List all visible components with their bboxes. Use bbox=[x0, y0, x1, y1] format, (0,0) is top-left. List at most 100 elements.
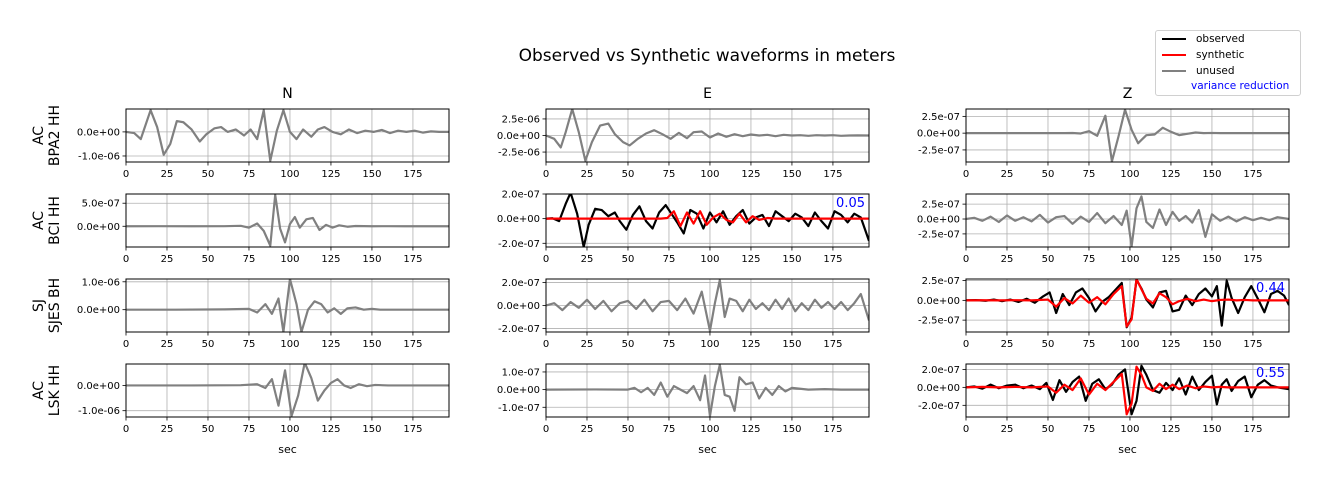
panel-3-n-xtick-label: 50 bbox=[202, 339, 215, 350]
panel-2-n-background bbox=[126, 194, 449, 247]
panel-1-n-xtick-label: 125 bbox=[321, 169, 340, 180]
panel-3-e-series-unused bbox=[546, 279, 869, 332]
panel-4-z-xtick-label: 100 bbox=[1120, 424, 1139, 435]
panel-4-e-series-unused bbox=[546, 364, 869, 417]
panel-4-n-series-group bbox=[126, 364, 449, 417]
panel-3-e-xtick-label: 175 bbox=[823, 339, 842, 350]
panel-2-e-series-group bbox=[546, 194, 869, 247]
panel-3-n-xtick-label: 0 bbox=[123, 339, 129, 350]
panel-2-n-xtick-label: 175 bbox=[403, 254, 422, 265]
panel-2-e-xtick-label: 100 bbox=[700, 254, 719, 265]
panel-3-z-xtick-label: 25 bbox=[1001, 339, 1014, 350]
panel-3-z: 0 25 50 75 100 125 150 175 2.5e-07 0.0e+00 -2.5e-0… bbox=[917, 276, 1290, 350]
panel-2-z-series-group bbox=[966, 195, 1289, 247]
panel-3-z-xtick-label: 100 bbox=[1120, 339, 1139, 350]
panel-1-z-xtick-label: 150 bbox=[1202, 169, 1221, 180]
panel-1-z-xtick-label: 75 bbox=[1083, 169, 1096, 180]
panel-3-z-ytick-label: 2.5e-07 bbox=[922, 276, 960, 287]
panel-1-n-xtick-label: 25 bbox=[161, 169, 174, 180]
panel-4-z-series-observed bbox=[966, 364, 1289, 416]
row-network-label: SJ bbox=[31, 299, 47, 312]
panel-1-n-frame bbox=[125, 108, 450, 163]
row-network-label: AC bbox=[31, 381, 47, 400]
panel-4-z-xtick-label: 50 bbox=[1042, 424, 1055, 435]
panel-1-n: 0 25 50 75 100 125 150 175 0.0e+00 -1.0e-06 bbox=[77, 108, 450, 180]
panel-2-n-series-unused bbox=[126, 194, 449, 247]
panel-4-z-xtick-label: 125 bbox=[1161, 424, 1180, 435]
panel-3-z-series-synthetic bbox=[966, 279, 1289, 328]
row-station-label: BCI HH bbox=[47, 196, 63, 245]
panel-4-e: 0 25 50 75 100 125 150 175 1.0e-07 0.0e+00 -1.0e-0… bbox=[497, 363, 870, 456]
panel-4-e-xtick-label: 25 bbox=[581, 424, 594, 435]
panel-3-e-xtick-label: 50 bbox=[622, 339, 635, 350]
panel-2-e-series-observed bbox=[546, 194, 869, 247]
legend-item-unused: unused bbox=[1162, 64, 1235, 78]
panel-4-n: 0 25 50 75 100 125 150 175 0.0e+00 -1.0e-06 sec bbox=[77, 363, 450, 456]
panel-1-e-xtick-label: 100 bbox=[700, 169, 719, 180]
panel-1-e-ytick-label: 0.0e+00 bbox=[497, 131, 540, 142]
panel-2-z-series-unused bbox=[966, 195, 1289, 247]
panel-2-e-xtick-label: 0 bbox=[543, 254, 549, 265]
panel-4-z-xtick-label: 150 bbox=[1202, 424, 1221, 435]
panel-1-n-ytick-label: -1.0e-06 bbox=[78, 151, 120, 162]
panel-1-e-xtick-label: 125 bbox=[741, 169, 760, 180]
panel-2-z-xtick-label: 100 bbox=[1120, 254, 1139, 265]
panel-4-e-ytick-label: 0.0e+00 bbox=[497, 385, 540, 396]
panel-1-n-xtick-label: 100 bbox=[280, 169, 299, 180]
panel-1-z-xtick-label: 125 bbox=[1161, 169, 1180, 180]
panel-2-e-series-synthetic bbox=[546, 210, 869, 228]
panel-3-e-xtick-label: 0 bbox=[543, 339, 549, 350]
panel-2-e-frame bbox=[545, 193, 870, 248]
panel-3-z-ytick-label: -2.5e-07 bbox=[918, 316, 960, 327]
column-title-e: E bbox=[703, 86, 712, 102]
panel-1-n-xtick-label: 50 bbox=[202, 169, 215, 180]
panel-1-n-xtick-label: 75 bbox=[243, 169, 256, 180]
panel-4-z-series-synthetic bbox=[966, 365, 1289, 416]
row-station-label: SJES BH bbox=[47, 278, 63, 333]
panel-3-n-series-group bbox=[126, 279, 449, 332]
panel-2-z-xtick-label: 75 bbox=[1083, 254, 1096, 265]
panel-4-n-xtick-label: 125 bbox=[321, 424, 340, 435]
panel-2-e-xtick-label: 175 bbox=[823, 254, 842, 265]
row-label-2: AC BCI HH bbox=[31, 196, 63, 245]
panel-3-z-xtick-label: 0 bbox=[963, 339, 969, 350]
panel-2-n-xtick-label: 50 bbox=[202, 254, 215, 265]
panel-2-n-ytick-label: 5.0e-07 bbox=[82, 199, 120, 210]
legend-label-unused: unused bbox=[1196, 65, 1235, 77]
panel-2-n-series-group bbox=[126, 194, 449, 247]
panel-1-z-frame bbox=[965, 108, 1290, 163]
panel-1-z-xtick-label: 100 bbox=[1120, 169, 1139, 180]
panel-3-n-xtick-label: 75 bbox=[243, 339, 256, 350]
panel-3-z-xtick-label: 125 bbox=[1161, 339, 1180, 350]
row-network-label: AC bbox=[31, 211, 47, 230]
figure-title: Observed vs Synthetic waveforms in meter… bbox=[518, 46, 896, 66]
panel-1-e-xtick-label: 50 bbox=[622, 169, 635, 180]
panel-2-n: 0 25 50 75 100 125 150 175 5.0e-07 0.0e+00 bbox=[77, 193, 450, 265]
panel-3-z-variance-reduction: 0.44 bbox=[1256, 281, 1285, 296]
panel-2-e-ytick-label: 0.0e+00 bbox=[497, 214, 540, 225]
panel-3-e-xtick-label: 25 bbox=[581, 339, 594, 350]
panel-4-n-xtick-label: 100 bbox=[280, 424, 299, 435]
row-station-label: LSK HH bbox=[47, 365, 63, 416]
panel-4-e-xlabel: sec bbox=[698, 443, 717, 456]
panel-2-z-xtick-label: 125 bbox=[1161, 254, 1180, 265]
panel-3-z-xtick-label: 150 bbox=[1202, 339, 1221, 350]
panel-4-n-frame bbox=[125, 363, 450, 418]
panel-4-z-ytick-label: -2.0e-07 bbox=[918, 401, 960, 412]
panel-4-n-xtick-label: 175 bbox=[403, 424, 422, 435]
panel-4-e-xtick-label: 125 bbox=[741, 424, 760, 435]
panel-1-n-xtick-label: 175 bbox=[403, 169, 422, 180]
panel-1-z: 0 25 50 75 100 125 150 175 2.5e-07 0.0e+00 -2.5e-0… bbox=[917, 108, 1290, 180]
panel-1-e-ytick-label: 2.5e-06 bbox=[502, 114, 540, 125]
legend-item-synthetic: synthetic bbox=[1162, 48, 1244, 62]
panel-2-e-xtick-label: 75 bbox=[663, 254, 676, 265]
panel-2-z-xtick-label: 150 bbox=[1202, 254, 1221, 265]
panel-3-e-xtick-label: 100 bbox=[700, 339, 719, 350]
panel-2-z-frame bbox=[965, 193, 1290, 248]
panel-4-z-xtick-label: 75 bbox=[1083, 424, 1096, 435]
panel-1-z-xtick-label: 175 bbox=[1243, 169, 1262, 180]
panel-3-e-frame bbox=[545, 278, 870, 333]
panel-4-e-xtick-label: 50 bbox=[622, 424, 635, 435]
panel-1-e-xtick-label: 175 bbox=[823, 169, 842, 180]
legend-swatch-observed bbox=[1162, 38, 1186, 40]
